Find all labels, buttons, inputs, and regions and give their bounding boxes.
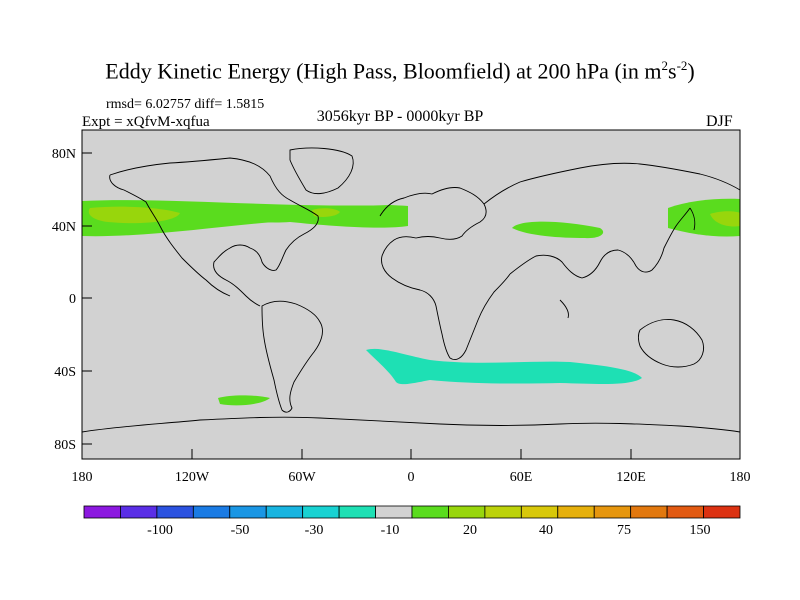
colorbar-swatch	[120, 505, 158, 519]
positive-band-asia	[512, 221, 604, 239]
x-tick-label: 180	[730, 470, 751, 485]
colorbar-swatch	[192, 505, 231, 519]
y-tick-label: 80N	[52, 147, 76, 162]
colorbar-swatch	[265, 505, 304, 519]
colorbar-swatch	[666, 505, 704, 519]
x-axis	[81, 449, 741, 459]
x-tick-label: 120W	[175, 470, 210, 485]
positive-band-west-pacific	[668, 198, 740, 237]
y-tick-label: 40N	[52, 220, 76, 235]
colorbar-swatch	[411, 505, 449, 519]
colorbar-label: 20	[463, 523, 477, 538]
colorbar-swatch	[156, 505, 194, 519]
y-tick-label: 0	[69, 292, 76, 307]
positive-core-atlantic	[312, 208, 340, 217]
positive-patch-south-pacific	[218, 395, 270, 406]
anomaly-fields	[82, 147, 740, 433]
colorbar-label: -30	[305, 523, 324, 538]
colorbar-label: -10	[381, 523, 400, 538]
experiment-label: Expt = xQfvM-xqfua	[82, 114, 210, 130]
x-tick-label: 60W	[288, 470, 316, 485]
colorbar-swatch	[229, 505, 267, 519]
x-tick-label: 0	[408, 470, 415, 485]
rmsd-diff-stats: rmsd= 6.02757 diff= 1.5815	[106, 97, 265, 112]
colorbar-swatch	[302, 505, 340, 519]
colorbar-swatch	[557, 505, 595, 519]
colorbar-label: -50	[231, 523, 250, 538]
colorbar-swatch	[448, 505, 486, 519]
colorbar	[83, 505, 741, 519]
colorbar-label: -100	[147, 523, 173, 538]
time-period-label: 3056kyr BP - 0000kyr BP	[316, 108, 484, 125]
colorbar-swatch	[520, 505, 559, 519]
positive-core-west-pacific	[710, 211, 740, 227]
x-tick-label: 180	[72, 470, 93, 485]
y-tick-label: 40S	[54, 365, 76, 380]
map-title: Eddy Kinetic Energy (High Pass, Bloomfie…	[105, 58, 695, 84]
season-label: DJF	[706, 113, 733, 130]
colorbar-label: 150	[690, 523, 711, 538]
x-tick-label: 60E	[510, 470, 533, 485]
y-tick-label: 80S	[54, 438, 76, 453]
colorbar-swatch	[630, 505, 668, 519]
map-background	[82, 130, 740, 459]
y-axis	[82, 152, 92, 445]
colorbar-swatch	[703, 505, 741, 519]
positive-core-pacific	[88, 206, 180, 224]
colorbar-swatch	[593, 505, 632, 519]
colorbar-swatch	[83, 505, 121, 519]
colorbar-swatch	[338, 505, 376, 519]
negative-band-southern-ocean	[366, 348, 642, 385]
colorbar-swatch	[484, 505, 522, 519]
colorbar-label: 75	[617, 523, 631, 538]
coastlines	[82, 147, 740, 433]
x-tick-label: 120E	[616, 470, 646, 485]
colorbar-label: 40	[539, 523, 553, 538]
colorbar-swatch	[375, 505, 413, 519]
